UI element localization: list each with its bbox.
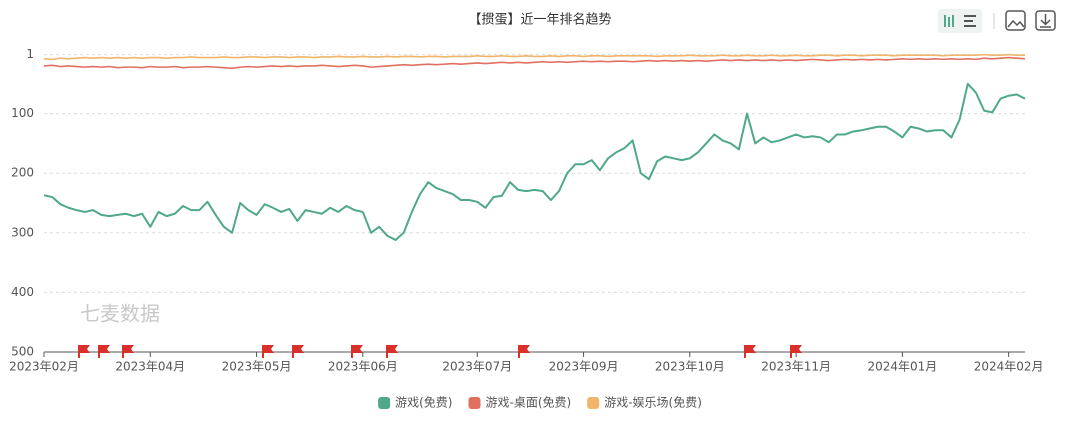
chart-title: 【掼蛋】近一年排名趋势	[468, 12, 611, 28]
y-tick-label: 300	[11, 225, 34, 239]
event-flags	[78, 345, 802, 358]
x-tick-label: 2023年04月	[115, 360, 185, 374]
x-tick-label: 2024年02月	[974, 360, 1044, 374]
series-line	[43, 82, 1026, 241]
y-tick-label: 1	[26, 47, 34, 61]
x-tick-label: 2023年09月	[549, 360, 619, 374]
watermark: 七麦数据	[80, 302, 160, 326]
series-line	[43, 56, 1026, 70]
download-icon[interactable]	[1035, 10, 1056, 31]
y-tick-label: 100	[11, 106, 34, 120]
legend-label: 游戏-娱乐场(免费)	[604, 395, 702, 410]
image-icon-art	[1007, 19, 1025, 28]
legend-swatch	[587, 397, 600, 409]
legend: 游戏(免费) 游戏-桌面(免费) 游戏-娱乐场(免费)	[378, 395, 702, 410]
x-tick-label: 2023年10月	[655, 360, 725, 374]
image-icon[interactable]	[1005, 10, 1026, 31]
download-icon-art	[1040, 14, 1051, 28]
legend-label: 游戏(免费)	[395, 395, 452, 410]
x-tick-label: 2023年11月	[761, 360, 831, 374]
bar-icon	[944, 15, 954, 27]
list-icon	[964, 15, 976, 27]
x-tick-label: 2023年07月	[442, 360, 512, 374]
y-tick-label: 200	[11, 166, 34, 180]
x-tick-label: 2023年05月	[222, 360, 292, 374]
series-line	[43, 53, 1025, 61]
y-tick-label: 500	[11, 345, 34, 359]
legend-swatch	[468, 397, 481, 409]
flag-set	[78, 345, 802, 358]
x-tick-label: 2023年02月	[9, 360, 79, 374]
x-tick-label: 2024年01月	[867, 360, 937, 374]
legend-label: 游戏-桌面(免费)	[485, 395, 571, 410]
x-tick-label: 2023年06月	[328, 360, 398, 374]
legend-swatch	[378, 397, 391, 409]
y-tick-label: 400	[11, 285, 34, 299]
toolbar	[938, 9, 1056, 33]
